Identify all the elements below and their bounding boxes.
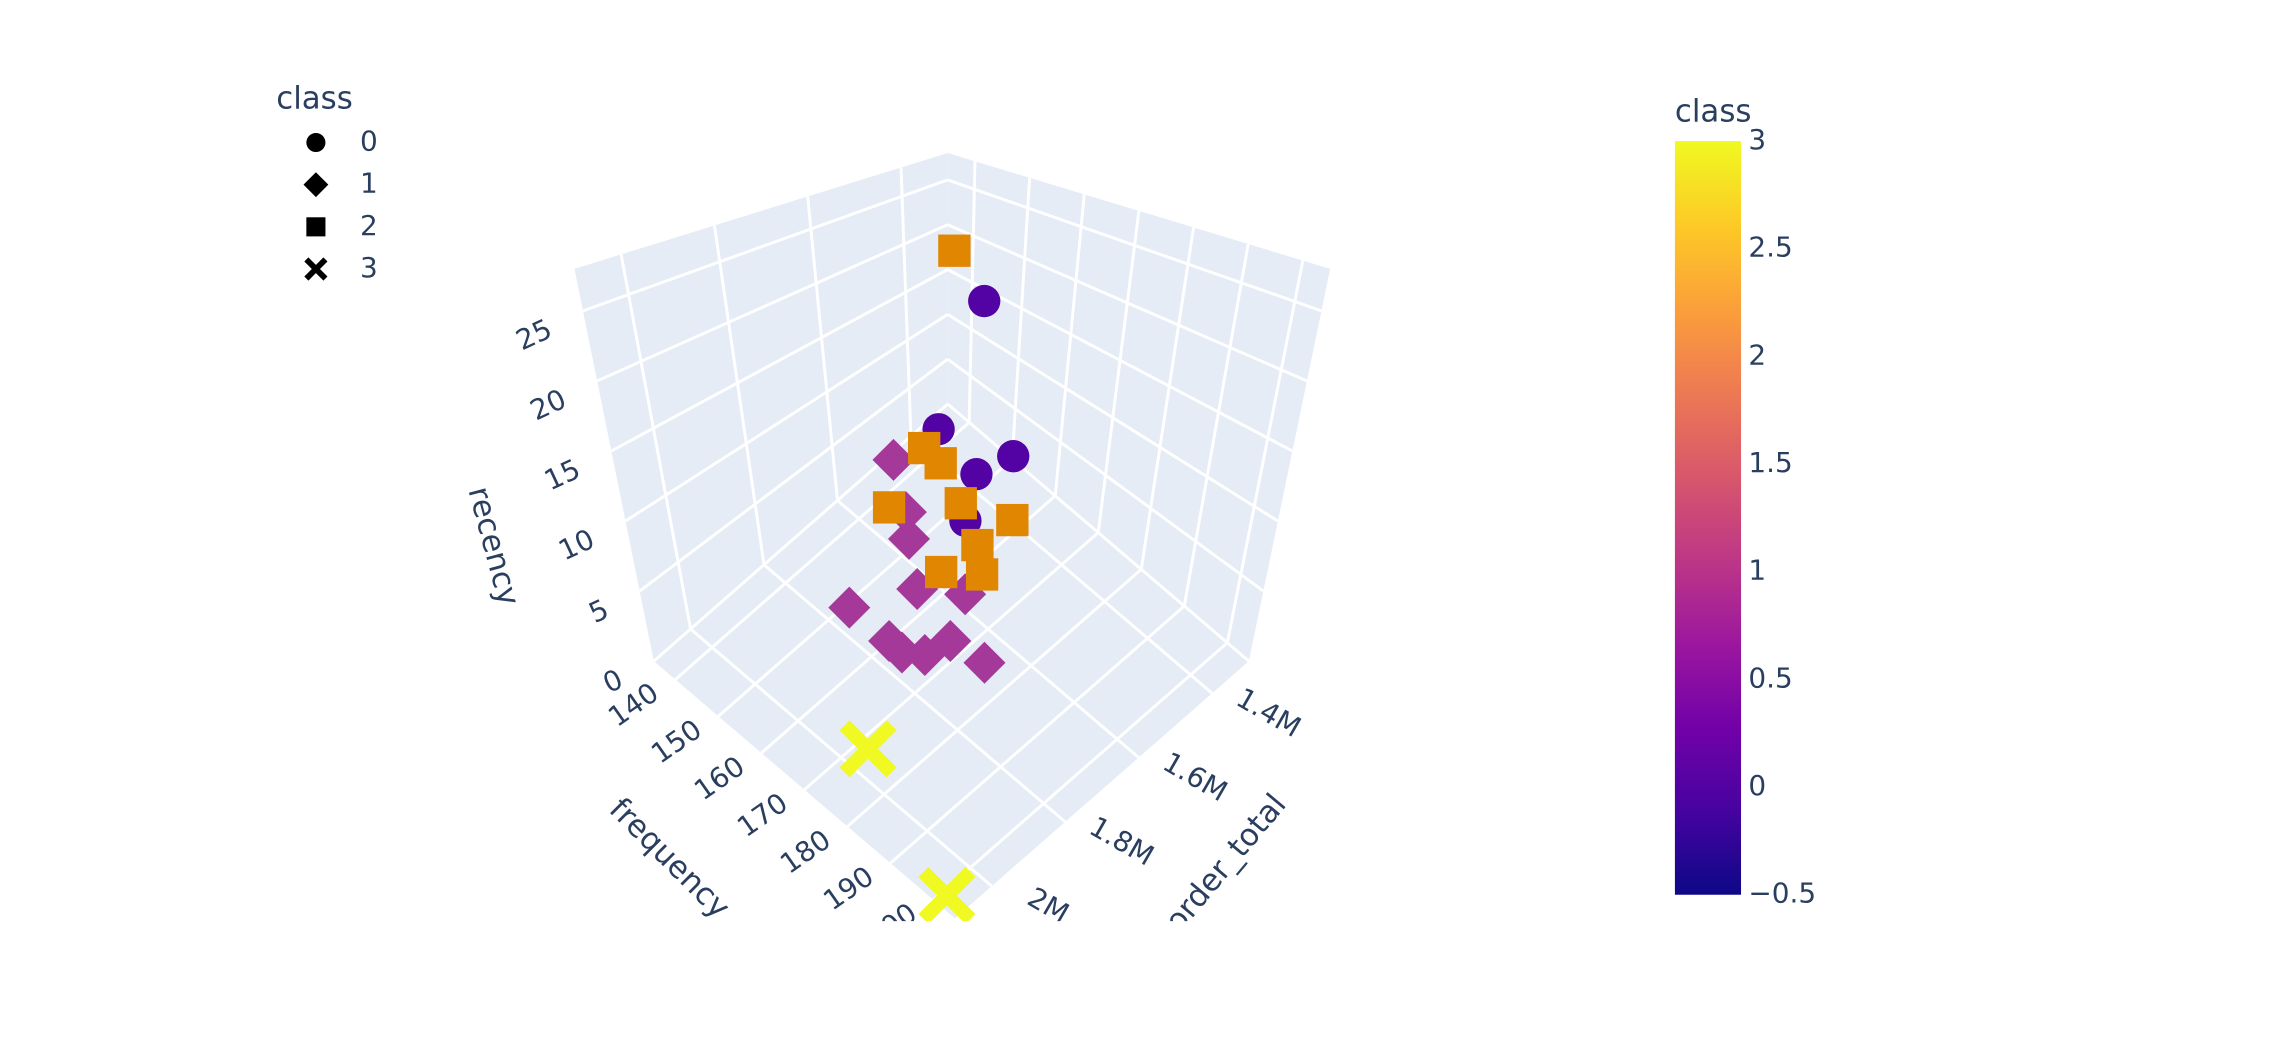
grid-line — [946, 268, 1294, 453]
grid-line — [946, 313, 1279, 523]
grid-line — [619, 254, 692, 630]
y-tick-label: 160 — [688, 749, 751, 807]
marker — [963, 641, 1006, 684]
y-tick-label: 170 — [731, 786, 794, 844]
grid-line — [1225, 260, 1305, 644]
grid-line — [846, 568, 1143, 828]
grid-line — [889, 604, 1186, 865]
x-tick-label: 1.8M — [1084, 810, 1160, 873]
marker — [306, 132, 326, 153]
legend-label: 3 — [360, 251, 378, 284]
marker — [306, 217, 326, 237]
legend-label: 2 — [360, 209, 378, 242]
marker — [965, 558, 999, 591]
marker — [961, 528, 994, 562]
marker — [868, 619, 911, 662]
marker — [839, 720, 897, 778]
marker — [925, 555, 958, 589]
marker — [304, 257, 328, 281]
marker — [944, 487, 977, 520]
marker — [997, 439, 1030, 473]
colorbar-tick-label: 2 — [1748, 338, 1766, 371]
grid-line — [947, 178, 1322, 313]
legend: class 0 1 2 3 — [276, 80, 378, 284]
z-tick-label: 0 — [598, 662, 628, 699]
legend-title: class — [276, 80, 353, 116]
colorbar-tick-label: 0.5 — [1748, 661, 1792, 694]
x-axis-title: order_total — [1158, 787, 1294, 939]
colorbar-tick-label: 3 — [1748, 123, 1766, 156]
grid-line — [1096, 210, 1141, 533]
colorbar-tick-label: −0.5 — [1748, 877, 1816, 910]
legend-label: 0 — [360, 125, 378, 158]
grid-line — [899, 167, 913, 437]
marker — [996, 503, 1029, 537]
z-tick-label: 10 — [553, 522, 599, 567]
x-tick-label: 2M — [1022, 881, 1075, 931]
marker — [828, 586, 871, 629]
grid-line — [610, 268, 949, 453]
grid-line — [803, 531, 1100, 791]
colorbar-tick-label: 1.5 — [1748, 446, 1792, 479]
y-tick-label: 150 — [645, 713, 708, 771]
grid-line — [932, 641, 1229, 901]
y-tick-label: 180 — [774, 823, 837, 881]
marker — [872, 491, 906, 524]
grid-line — [760, 494, 1057, 755]
marker — [960, 458, 993, 491]
marker — [918, 867, 976, 922]
z-axis-title: recency — [461, 483, 527, 610]
z-tick-label: 25 — [511, 312, 557, 357]
grid-line — [947, 223, 1308, 383]
grid-line — [582, 178, 949, 313]
grid-line — [674, 421, 971, 681]
y-tick-label: 200 — [860, 896, 923, 954]
grid-line — [946, 402, 1250, 663]
z-tick-label: 20 — [525, 382, 571, 427]
colorbar-gradient — [1674, 141, 1742, 895]
colorbar-tick-label: 2.5 — [1748, 231, 1792, 264]
marker — [929, 619, 972, 662]
colorbar: class −0.5 0 0.5 1 1.5 2 2.5 3 — [1674, 94, 1816, 910]
marker — [968, 284, 1001, 318]
x-tick-label: 1.6M — [1157, 745, 1233, 808]
colorbar-tick-label: 0 — [1748, 769, 1766, 802]
grid-line — [596, 223, 949, 383]
grid-line — [624, 313, 949, 523]
grid-line — [1182, 243, 1250, 607]
colorbar-title: class — [1675, 94, 1752, 130]
grid-line — [638, 358, 949, 593]
grid-line — [712, 225, 766, 565]
z-tick-label: 5 — [584, 592, 614, 629]
z-tick-label: 15 — [539, 452, 585, 497]
grid-line — [1139, 227, 1196, 570]
grid-line — [806, 196, 839, 501]
legend-label: 1 — [360, 167, 378, 200]
x-tick-label: 1.4M — [1231, 681, 1307, 744]
grid-line — [1053, 194, 1086, 496]
marker — [908, 431, 941, 465]
marker — [938, 234, 971, 267]
grid-line — [1010, 177, 1032, 460]
scene: 1.4M1.6M1.8M2M14015016017018019020005101… — [461, 152, 1331, 954]
y-axis-title: frequency — [602, 791, 737, 926]
marker — [303, 172, 329, 198]
grid-line — [946, 358, 1265, 593]
colorbar-tick-label: 1 — [1748, 554, 1766, 587]
marker — [896, 568, 939, 611]
y-tick-label: 190 — [817, 860, 880, 918]
